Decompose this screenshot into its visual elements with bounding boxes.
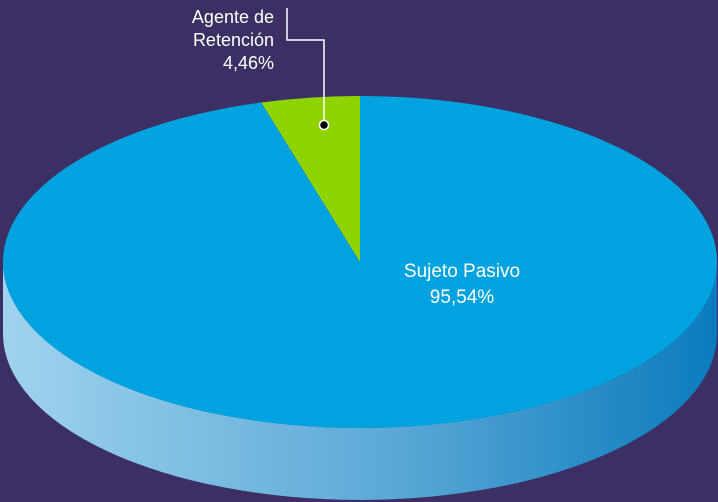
leader-line — [286, 8, 325, 125]
pie-side — [3, 262, 717, 500]
slice-label: Agente de Retención 4,46% — [154, 6, 274, 75]
value-label: 95,54% — [429, 287, 495, 308]
category-label: Agente de Retención — [191, 7, 274, 50]
leader-dot — [318, 119, 330, 131]
value-label: 4,46% — [222, 53, 274, 73]
pie-slice — [261, 96, 360, 262]
pie-slice — [3, 96, 718, 428]
pie — [3, 96, 718, 500]
category-label: Sujeto Pasivo — [403, 261, 521, 282]
slice-label: Sujeto Pasivo 95,54% — [362, 259, 562, 311]
